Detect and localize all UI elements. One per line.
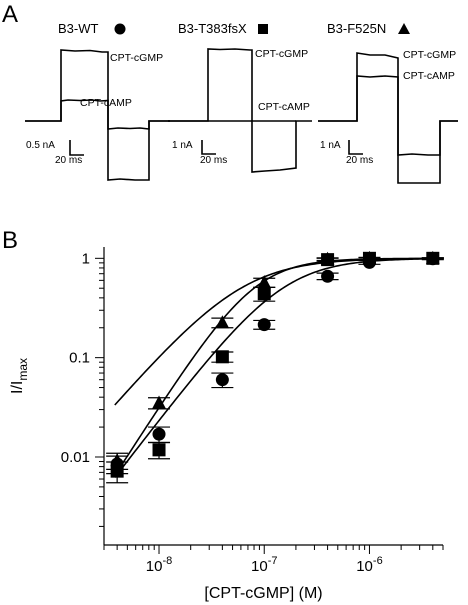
data-point-triangle: [152, 395, 166, 409]
trace-label-camp-f525n: CPT-cAMP: [403, 70, 455, 82]
data-point-circle: [321, 269, 335, 283]
x-tick-label: 10-6: [356, 555, 382, 575]
trace-label-cgmp-f525n: CPT-cGMP: [403, 49, 456, 61]
data-point-triangle: [425, 250, 440, 264]
trace-cgmp-f525n: [318, 52, 458, 184]
scale-current-wt: 0.5 nA: [26, 140, 55, 151]
data-point-triangle: [257, 275, 272, 289]
data-points: [106, 250, 444, 484]
data-point-circle: [257, 318, 271, 332]
y-tick-label: 1: [82, 250, 90, 267]
data-point-triangle: [110, 453, 124, 467]
data-point-triangle: [215, 315, 230, 329]
data-point-square: [215, 350, 229, 364]
scale-current-f525n: 1 nA: [320, 140, 341, 151]
data-point-square: [110, 464, 124, 478]
data-point-square: [257, 287, 271, 301]
y-tick-label: 0.01: [61, 449, 90, 466]
trace-cgmp-wt: [25, 49, 170, 181]
fit-curve-triangle: [114, 257, 439, 406]
scale-bar-wt: [69, 140, 84, 156]
axes: 10-8 10-7 10-6 0.01 0.1 1 [CPT-cGMP] (M) I/Imax: [9, 247, 444, 602]
trace-camp-t383fsx: [168, 48, 296, 122]
scale-current-t383fsx: 1 nA: [172, 140, 193, 151]
y-axis-label: I/Imax: [9, 358, 30, 394]
trace-panel-t383fsx: B3-T383fsX CPT-cGMP CPT-cAMP 1 nA 20 ms: [168, 21, 312, 173]
panel-b-letter: B: [2, 227, 18, 254]
data-point-triangle: [362, 250, 377, 264]
data-point-circle: [215, 373, 229, 387]
scale-time-t383fsx: 20 ms: [200, 155, 227, 166]
trace-label-camp-wt: CPT-cAMP: [80, 97, 132, 109]
trace-cgmp-t383fsx: [168, 120, 312, 173]
x-axis-label: [CPT-cGMP] (M): [204, 585, 322, 602]
trace-title-f525n: B3-F525N: [327, 21, 386, 36]
trace-label-cgmp-wt: CPT-cGMP: [110, 52, 163, 64]
trace-marker-t383fsx-square-icon: [258, 24, 268, 34]
trace-title-wt: B3-WT: [58, 21, 99, 36]
x-tick-label: 10-7: [251, 555, 277, 575]
trace-label-camp-t383fsx: CPT-cAMP: [258, 101, 310, 113]
data-point-triangle: [320, 251, 335, 265]
trace-marker-f525n-triangle-icon: [398, 23, 410, 34]
panel-a-letter: A: [2, 1, 18, 28]
scale-bar-f525n: [348, 140, 363, 155]
scale-time-f525n: 20 ms: [346, 155, 373, 166]
trace-panel-wt: B3-WT CPT-cGMP CPT-cAMP 0.5 nA 20 ms: [25, 21, 170, 181]
dose-response-plot: 10-8 10-7 10-6 0.01 0.1 1 [CPT-cGMP] (M) I/Imax: [9, 247, 444, 602]
x-tick-label: 10-8: [146, 555, 172, 575]
y-tick-label: 0.1: [69, 350, 90, 367]
data-point-square: [152, 443, 166, 457]
trace-marker-wt-circle-icon: [114, 23, 126, 35]
scale-time-wt: 20 ms: [55, 155, 82, 166]
data-point-circle: [152, 427, 166, 441]
trace-panel-f525n: B3-F525N CPT-cGMP CPT-cAMP 1 nA 20 ms: [318, 21, 458, 184]
trace-label-cgmp-t383fsx: CPT-cGMP: [255, 48, 308, 60]
trace-title-t383fsx: B3-T383fsX: [178, 21, 247, 36]
scale-bar-t383fsx: [201, 140, 216, 155]
